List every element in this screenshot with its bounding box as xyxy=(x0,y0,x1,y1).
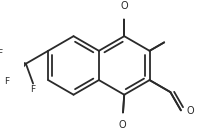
Text: O: O xyxy=(119,120,126,130)
Text: F: F xyxy=(4,77,9,86)
Text: F: F xyxy=(30,85,36,94)
Text: O: O xyxy=(187,106,194,116)
Text: O: O xyxy=(121,1,128,11)
Text: F: F xyxy=(0,49,2,58)
